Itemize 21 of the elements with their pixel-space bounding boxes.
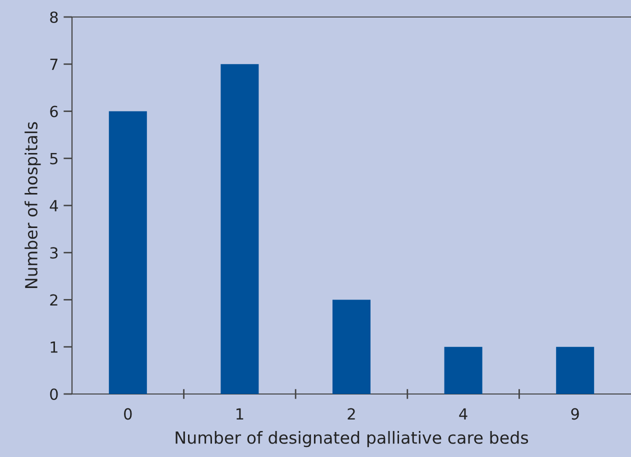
- x-tick-label: 4: [459, 408, 468, 420]
- y-tick-label: 8: [50, 11, 58, 24]
- y-tick-label: 1: [50, 342, 58, 353]
- y-tick-label: 4: [50, 200, 58, 212]
- bar: [444, 346, 482, 394]
- x-tick-label: 9: [571, 408, 579, 420]
- x-tick-label: 1: [236, 408, 244, 420]
- bar: [108, 111, 147, 394]
- x-tick-label: 2: [348, 408, 355, 420]
- y-tick-label: 7: [50, 58, 58, 70]
- y-tick-label: 0: [50, 388, 58, 400]
- bar: [556, 346, 594, 394]
- bar: [332, 300, 371, 394]
- y-tick-label: 5: [50, 153, 58, 164]
- y-tick-label: 6: [50, 106, 58, 118]
- x-axis-title: Number of designated palliative care beds: [176, 431, 528, 448]
- y-tick-label: 3: [50, 247, 58, 259]
- y-tick-label: 2: [50, 294, 58, 306]
- x-tick-label: 0: [124, 408, 132, 420]
- y-axis-title: Number of hospitals: [24, 122, 41, 288]
- bar: [220, 64, 259, 394]
